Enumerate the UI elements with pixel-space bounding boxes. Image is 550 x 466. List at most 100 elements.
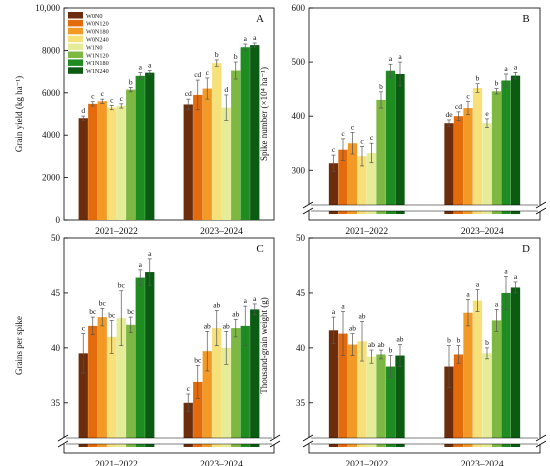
bar	[221, 107, 231, 220]
significance-letter: bc	[118, 281, 126, 290]
bar	[376, 99, 386, 214]
y-axis-label: Grains per spike	[14, 316, 24, 375]
bar	[97, 101, 107, 220]
legend-swatch	[68, 67, 83, 74]
significance-letter: a	[139, 63, 143, 72]
legend-entry: W1N120	[86, 52, 109, 59]
legend-swatch	[68, 19, 83, 27]
x-tick-label: 2021–2022	[345, 227, 388, 237]
panel-letter: A	[256, 13, 264, 25]
y-tick-label: 35	[296, 398, 306, 408]
bar	[463, 312, 473, 447]
significance-letter: c	[91, 92, 95, 101]
significance-letter: ab	[396, 335, 403, 344]
significance-letter: ab	[358, 311, 365, 320]
significance-letter: c	[110, 96, 114, 105]
axis-break-mark	[57, 440, 69, 448]
significance-letter: c	[332, 145, 336, 154]
bar	[472, 300, 483, 447]
axis-break-mark	[302, 434, 314, 442]
bar	[135, 75, 145, 220]
bar	[444, 366, 454, 447]
panel-letter: C	[256, 243, 263, 255]
bar	[88, 325, 98, 447]
y-tick-label: 4000	[42, 130, 61, 140]
significance-letter: a	[495, 299, 499, 308]
significance-letter: a	[148, 249, 152, 258]
plot-frame	[63, 237, 275, 454]
significance-letter: c	[341, 129, 345, 138]
significance-letter: a	[253, 294, 257, 303]
x-tick-label: 2023–2024	[461, 460, 504, 466]
significance-letter: ab	[213, 301, 220, 310]
legend-swatch	[68, 59, 83, 66]
bar	[145, 272, 155, 447]
bar	[510, 75, 521, 214]
panel-letter: D	[522, 243, 530, 255]
bar	[107, 336, 117, 447]
significance-letter: a	[244, 34, 248, 43]
legend-swatch	[68, 12, 83, 19]
significance-letter: d	[81, 106, 85, 115]
bar	[463, 108, 473, 214]
legend-swatch	[68, 51, 83, 58]
significance-letter: a	[253, 33, 257, 42]
bar	[116, 105, 126, 220]
bar	[366, 356, 377, 447]
bar	[250, 45, 260, 220]
significance-letter: b	[457, 336, 461, 345]
y-tick-label: 45	[296, 288, 306, 298]
significance-letter: b	[476, 74, 480, 83]
bar	[338, 333, 348, 447]
significance-letter: c	[206, 68, 210, 77]
legend-entry: W1N240	[86, 68, 109, 75]
bar	[202, 351, 212, 447]
significance-letter: c	[187, 384, 191, 393]
y-axis-label: Grain yield (kg ha⁻¹)	[14, 76, 24, 152]
legend-entry: W0N240	[86, 37, 109, 44]
bar	[510, 287, 521, 447]
bar	[395, 73, 405, 215]
axis-break-mark	[535, 440, 547, 448]
significance-letter: c	[82, 324, 86, 333]
y-tick-label: 10,000	[35, 3, 60, 13]
significance-letter: b	[495, 79, 499, 88]
bar	[347, 143, 358, 214]
significance-letter: a	[148, 61, 152, 70]
y-tick-label: 40	[296, 343, 306, 353]
bar	[231, 328, 241, 447]
significance-letter: a	[504, 266, 508, 275]
bar	[501, 292, 511, 447]
significance-letter: b	[215, 50, 219, 59]
legend-entry: W0N0	[86, 13, 103, 20]
y-tick-label: 300	[292, 165, 306, 175]
axis-break-mark	[535, 207, 547, 215]
x-tick-label: 2023–2024	[200, 460, 243, 466]
significance-letter: b	[129, 78, 133, 87]
significance-letter: e	[485, 109, 489, 118]
bar	[385, 366, 396, 447]
bar	[78, 353, 88, 447]
panel-a: 0 2000 4000 6000 8000 10,000 Grain yield (kg h…	[14, 3, 275, 237]
axis-break-mark	[302, 440, 314, 448]
significance-letter: b	[379, 82, 383, 91]
legend-entry: W1N180	[86, 60, 109, 67]
significance-letter: cd	[194, 70, 201, 79]
significance-letter: a	[514, 272, 518, 281]
bar	[472, 88, 483, 214]
bar	[97, 317, 107, 447]
y-tick-label: 50	[296, 233, 306, 243]
significance-letter: a	[332, 307, 336, 316]
bar	[231, 70, 241, 220]
significance-letter: ab	[232, 309, 239, 318]
axis-break-band	[303, 205, 546, 211]
bar	[328, 330, 339, 447]
bar	[250, 309, 260, 447]
axis-break-mark	[57, 434, 69, 442]
bar	[453, 116, 464, 214]
bar	[501, 80, 511, 214]
bar	[202, 88, 212, 220]
legend-entry: W0N120	[86, 21, 109, 28]
